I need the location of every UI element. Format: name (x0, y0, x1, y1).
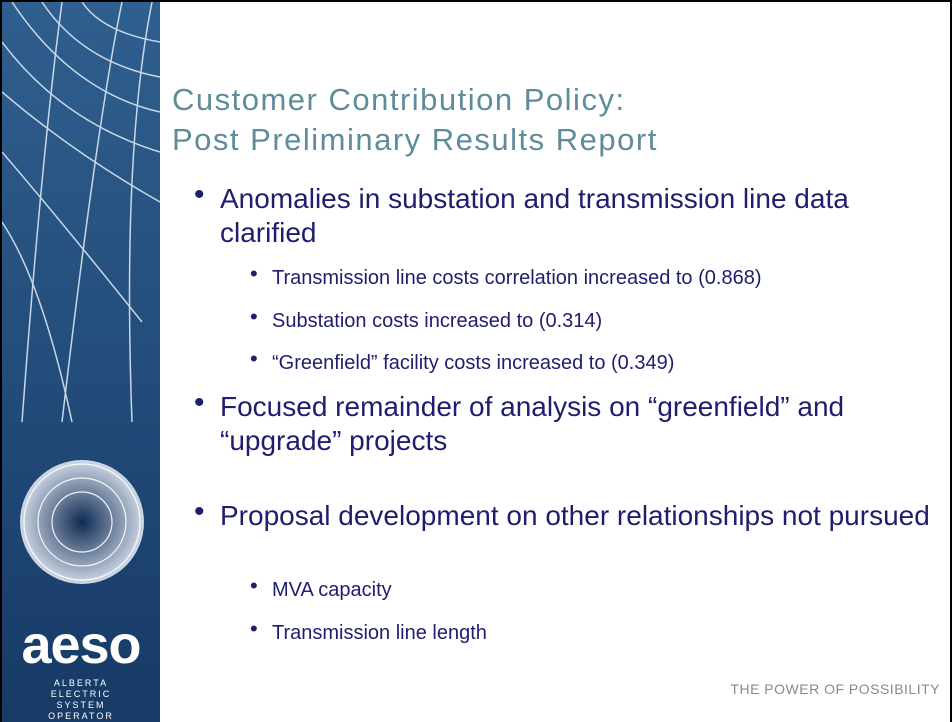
sub-bullet: Transmission line length (250, 617, 487, 645)
footer: THE POWER OF POSSIBILITY (730, 681, 940, 697)
sub-bullet: Substation costs increased to (0.314) (250, 305, 602, 333)
org-line: OPERATOR (48, 711, 114, 721)
sub-bullet: Transmission line costs correlation incr… (250, 262, 762, 290)
org-line: SYSTEM (56, 700, 106, 710)
logo-text: aeso (21, 615, 141, 675)
sub-bullet: MVA capacity (250, 574, 392, 602)
sidebar (2, 2, 160, 722)
title-line: Customer Contribution Policy: (172, 82, 626, 117)
org-line: ALBERTA (53, 678, 109, 688)
sub-bullet: “Greenfield” facility costs increased to… (250, 347, 674, 375)
title: Customer Contribution Policy: Post Preli… (172, 80, 658, 160)
bullet: Anomalies in substation and transmission… (194, 178, 932, 250)
org-name: ALBERTA ELECTRIC SYSTEM OPERATOR (2, 678, 160, 722)
bullet: Proposal development on other relationsh… (194, 495, 932, 533)
org-line: ELECTRIC (50, 689, 112, 699)
title-line: Post Preliminary Results Report (172, 122, 658, 157)
bullet: Focused remainder of analysis on “greenf… (194, 386, 932, 458)
